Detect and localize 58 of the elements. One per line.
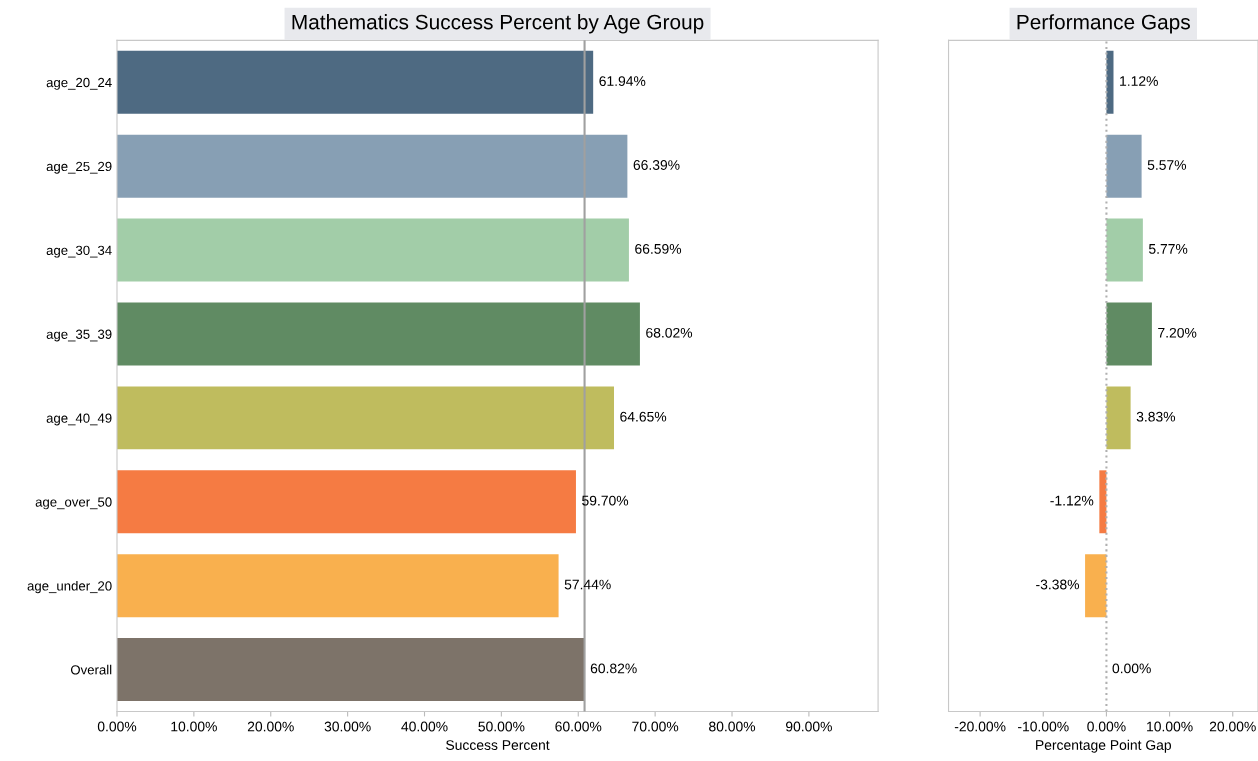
x-tick-label: 80.00% <box>709 721 756 732</box>
data-label: 66.59% <box>635 243 682 254</box>
bar <box>1106 386 1131 450</box>
bar <box>1085 554 1107 618</box>
x-tick-label: 10.00% <box>1147 721 1193 732</box>
x-tick-label: -20.00% <box>954 721 1006 732</box>
bar <box>1106 218 1143 282</box>
data-label: -3.38% <box>1036 579 1080 590</box>
data-label: 5.57% <box>1147 160 1187 170</box>
x-tick-label: 0.00% <box>1087 721 1126 732</box>
x-tick-label: 40.00% <box>401 721 448 732</box>
bar <box>1106 134 1142 198</box>
data-label: 0.00% <box>1112 663 1151 674</box>
chart-title: Performance Gaps <box>1017 14 1190 34</box>
bar <box>116 386 615 450</box>
y-tick-label: Overall <box>70 664 112 675</box>
x-axis-title: Success Percent <box>446 740 550 750</box>
data-label: 60.82% <box>590 663 637 674</box>
x-tick-label: 20.00% <box>247 721 294 732</box>
y-tick-label: age_35_39 <box>46 329 112 342</box>
data-label: 3.83% <box>1136 411 1176 422</box>
data-label: 57.44% <box>564 579 611 590</box>
bar <box>1106 302 1152 366</box>
y-tick-label: age_25_29 <box>46 161 112 174</box>
data-label: 68.02% <box>646 327 693 338</box>
bar <box>116 302 640 366</box>
x-tick-label: 50.00% <box>478 721 525 732</box>
chart-title: Mathematics Success Percent by Age Group <box>292 14 704 34</box>
x-axis-title: Percentage Point Gap <box>1036 739 1172 753</box>
data-label: 61.94% <box>599 76 646 87</box>
x-tick-label: 60.00% <box>555 721 602 732</box>
x-tick-label: -10.00% <box>1018 721 1069 732</box>
data-label: 59.70% <box>582 495 629 506</box>
bar <box>116 50 594 114</box>
y-tick-label: age_40_49 <box>46 413 112 426</box>
data-label: -1.12% <box>1050 495 1094 506</box>
y-tick-label: age_20_24 <box>46 77 112 90</box>
x-tick-label: 30.00% <box>324 721 371 732</box>
bar <box>116 470 576 534</box>
data-label: 5.77% <box>1148 244 1188 254</box>
bar <box>1106 50 1114 114</box>
y-tick-label: age_over_50 <box>35 497 112 510</box>
bar <box>116 554 559 618</box>
data-label: 64.65% <box>620 411 667 422</box>
x-tick-label: 70.00% <box>632 721 679 732</box>
data-label: 1.12% <box>1120 76 1158 86</box>
bar <box>116 134 628 198</box>
bar <box>116 218 629 282</box>
data-label: 66.39% <box>633 160 680 170</box>
x-tick-label: 20.00% <box>1209 721 1256 732</box>
x-tick-label: 10.00% <box>171 721 217 732</box>
bar <box>116 638 585 702</box>
data-label: 7.20% <box>1158 327 1197 338</box>
x-tick-label: 0.00% <box>97 721 137 732</box>
y-tick-label: age_under_20 <box>27 580 112 594</box>
bar <box>1099 470 1107 534</box>
y-tick-label: age_30_34 <box>46 245 112 258</box>
x-tick-label: 90.00% <box>785 721 832 732</box>
